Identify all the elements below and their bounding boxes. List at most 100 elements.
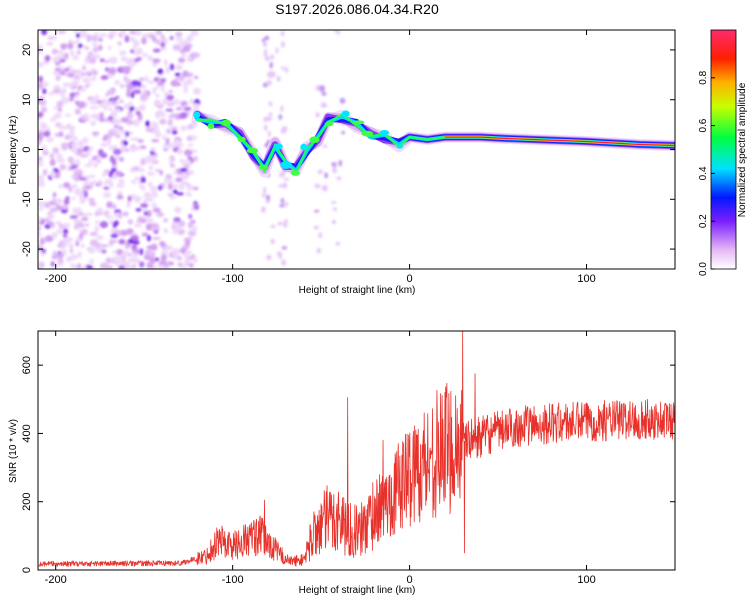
noise-speckle: [52, 88, 61, 94]
noise-speckle: [107, 45, 112, 50]
noise-speckle: [175, 64, 183, 71]
noise-speckle: [194, 75, 199, 80]
noise-speckle: [322, 144, 328, 148]
noise-speckle: [127, 195, 132, 203]
noise-speckle: [186, 34, 194, 42]
noise-speckle: [58, 123, 63, 130]
noise-speckle: [64, 236, 73, 243]
noise-speckle: [332, 220, 336, 224]
snr-panel: -200 -100 0 100 0 200 400 600 Height of straig…: [8, 330, 676, 596]
noise-speckle: [160, 47, 167, 51]
noise-speckle: [49, 158, 56, 167]
noise-speckle: [102, 170, 107, 178]
noise-speckle: [280, 105, 284, 113]
ridge-blob: [324, 121, 334, 127]
noise-speckle: [127, 265, 134, 269]
y-tick-label: 0: [21, 146, 33, 152]
noise-speckle: [133, 257, 141, 264]
colorbar-title: Normalized spectral amplitude: [737, 82, 748, 217]
noise-speckle: [166, 245, 174, 251]
noise-speckle: [172, 229, 178, 234]
noise-speckle: [331, 200, 337, 205]
noise-speckle: [170, 145, 176, 149]
ridge-band: [191, 109, 675, 178]
noise-speckle: [112, 127, 121, 133]
noise-speckle: [131, 248, 141, 254]
noise-speckle: [52, 250, 58, 257]
noise-speckle: [104, 101, 113, 107]
noise-speckle: [118, 238, 126, 245]
noise-speckle: [132, 145, 142, 151]
noise-speckle: [335, 241, 340, 246]
noise-speckle: [163, 218, 168, 223]
noise-speckle: [124, 35, 130, 43]
noise-speckle: [188, 193, 193, 197]
noise-speckle: [276, 75, 281, 82]
noise-speckle: [98, 37, 103, 42]
noise-speckle: [69, 135, 78, 140]
noise-speckle: [268, 112, 273, 116]
noise-speckle: [69, 247, 74, 254]
noise-speckle: [135, 111, 141, 116]
noise-speckle: [40, 106, 48, 113]
noise-speckle: [180, 172, 188, 180]
colorbar-gradient: [710, 29, 737, 270]
noise-speckle: [120, 56, 127, 62]
noise-speckle: [151, 243, 158, 251]
noise-speckle: [57, 243, 64, 248]
noise-speckle: [173, 217, 181, 223]
noise-speckle: [183, 106, 192, 111]
noise-speckle: [140, 84, 147, 89]
noise-speckle: [38, 205, 44, 212]
noise-speckle: [79, 197, 87, 204]
noise-speckle: [162, 134, 167, 141]
noise-speckle: [107, 67, 117, 75]
chart-title: S197.2026.086.04.34.R20: [275, 1, 439, 17]
noise-speckle: [177, 41, 186, 48]
noise-speckle: [192, 87, 202, 95]
noise-speckle: [183, 86, 188, 94]
noise-speckle: [184, 170, 190, 175]
noise-speckle: [139, 248, 144, 256]
noise-speckle: [94, 242, 100, 249]
noise-speckle: [160, 78, 167, 83]
noise-speckle: [106, 265, 113, 269]
noise-speckle: [89, 105, 98, 110]
noise-speckle: [155, 30, 163, 36]
noise-speckle: [98, 116, 105, 123]
noise-speckle: [190, 30, 197, 33]
ridge-blob: [207, 123, 215, 130]
noise-speckle: [125, 262, 131, 267]
noise-speckle: [175, 107, 183, 111]
noise-speckle: [179, 112, 188, 119]
noise-speckle: [49, 152, 55, 160]
noise-speckle: [104, 59, 109, 64]
noise-speckle: [316, 247, 322, 254]
noise-speckle: [341, 130, 346, 135]
noise-speckle: [80, 243, 85, 248]
noise-speckle: [279, 171, 285, 178]
noise-speckle: [102, 181, 110, 185]
noise-speckle: [92, 46, 99, 53]
noise-speckle: [38, 61, 44, 68]
noise-speckle: [339, 97, 346, 104]
noise-speckle: [178, 74, 185, 82]
noise-speckle: [183, 149, 193, 157]
y-tick-label: 200: [21, 493, 33, 511]
noise-speckle: [67, 42, 74, 50]
noise-speckle: [170, 112, 177, 118]
spectrogram-x-axis-title: Height of straight line (km): [299, 285, 416, 296]
noise-speckle: [116, 183, 125, 188]
noise-speckle: [68, 243, 74, 249]
colorbar-tick-label: 0.4: [698, 166, 709, 180]
noise-speckle: [128, 36, 136, 42]
noise-speckle: [71, 141, 78, 149]
noise-speckle: [192, 52, 201, 58]
noise-speckle: [264, 55, 270, 62]
noise-speckle: [107, 115, 114, 121]
noise-speckle: [126, 78, 132, 83]
noise-speckle: [41, 30, 47, 36]
noise-speckle: [118, 179, 126, 184]
noise-speckle: [270, 224, 276, 229]
